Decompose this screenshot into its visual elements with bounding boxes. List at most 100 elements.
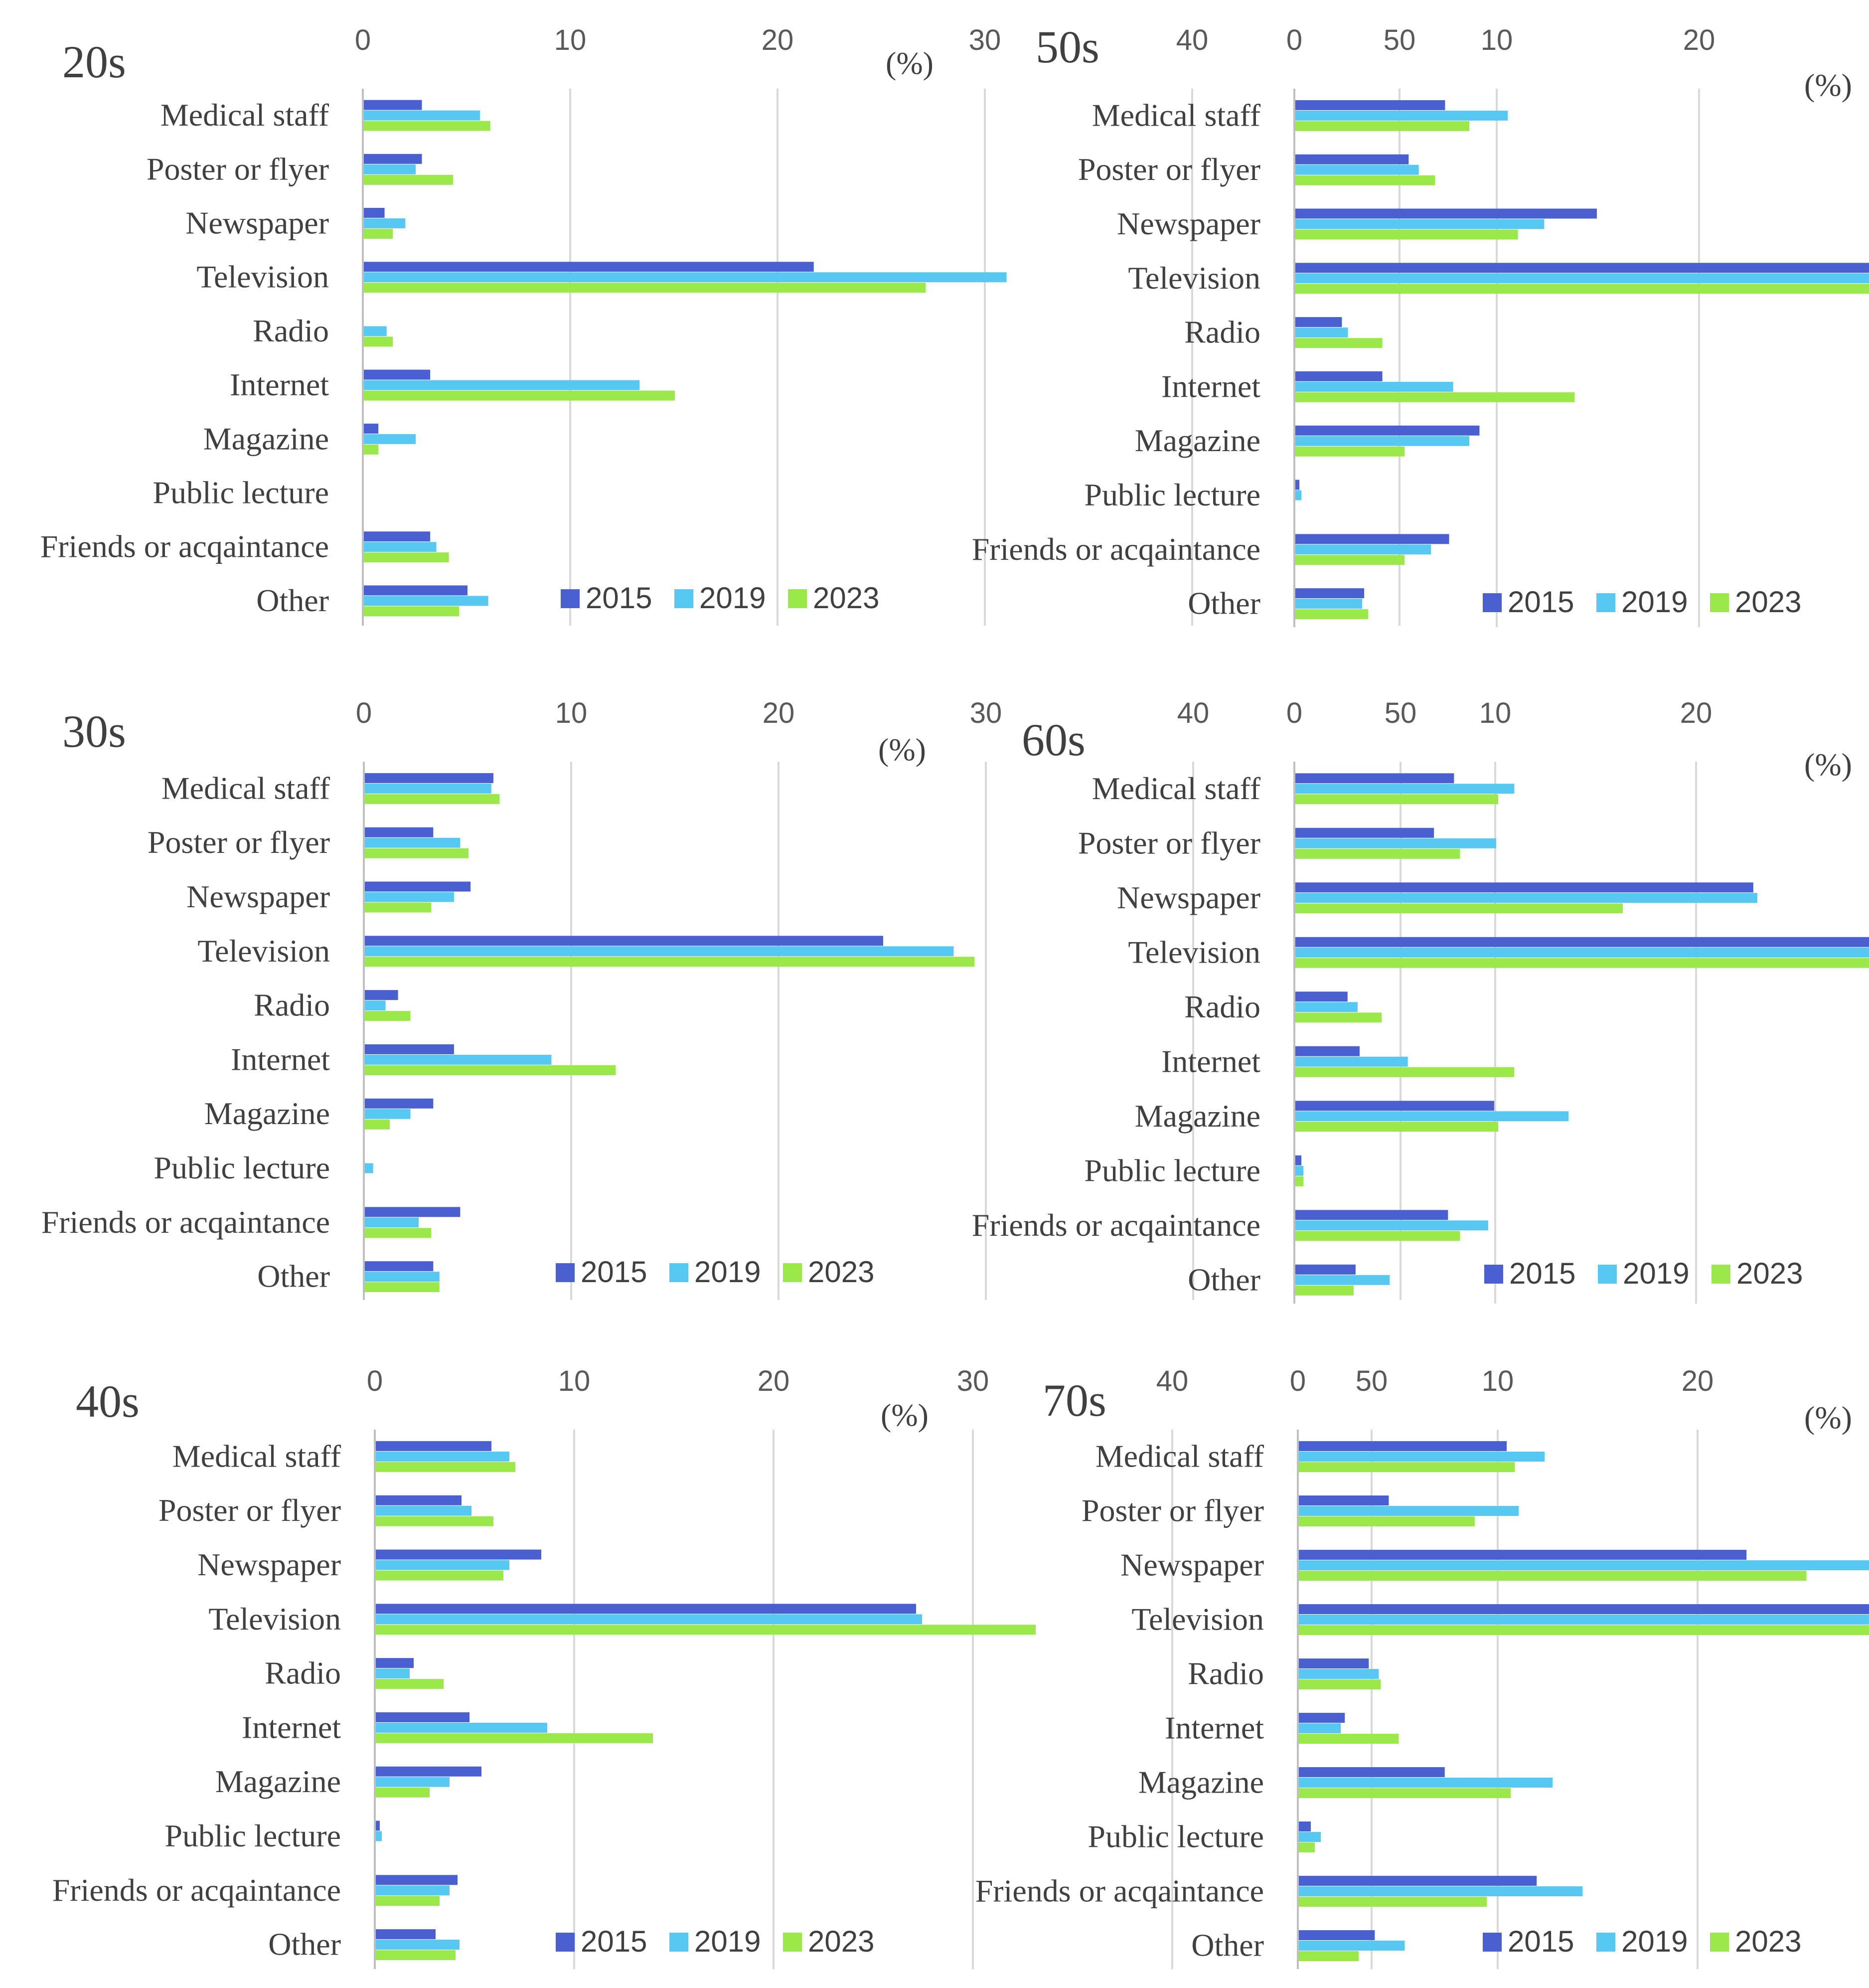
panel-40s-bar-magazine-2015	[376, 1766, 481, 1777]
panel-30s-bar-medical-staff-2019	[365, 783, 491, 794]
panel-30s-legend-swatch-2015	[556, 1263, 575, 1282]
panel-50s-bar-magazine-2019	[1295, 436, 1470, 446]
panel-40s-tick-10: 10	[558, 1365, 591, 1397]
panel-30s-category-medical-staff: Medical staff	[161, 770, 330, 806]
panel-20s-category-friends-or-acqaintance: Friends or acqaintance	[40, 529, 329, 564]
panel-50s-bar-friends-or-acqaintance-2015	[1295, 534, 1449, 544]
panel-40s-bar-newspaper-2015	[376, 1549, 541, 1560]
panel-40s-bar-poster-or-flyer-2023	[376, 1516, 493, 1526]
panel-60s-category-radio: Radio	[1184, 989, 1260, 1024]
panel-20s-bar-newspaper-2015	[364, 208, 385, 218]
panel-50s-legend-label-2023: 2023	[1735, 585, 1801, 619]
panel-30s-tick-20: 20	[763, 697, 795, 729]
panel-70s-bar-friends-or-acqaintance-2019	[1299, 1886, 1583, 1896]
panel-70s-bar-magazine-2015	[1299, 1767, 1445, 1777]
panel-30s-category-internet: Internet	[231, 1041, 330, 1077]
panel-40s-category-friends-or-acqaintance: Friends or acqaintance	[52, 1872, 341, 1908]
panel-30s-bar-television-2019	[365, 946, 954, 957]
panel-60s-bar-friends-or-acqaintance-2019	[1295, 1220, 1488, 1231]
panel-20s-bar-friends-or-acqaintance-2023	[364, 552, 449, 563]
panel-60s-legend-swatch-2023	[1712, 1265, 1730, 1284]
panel-50s-tick-10: 10	[1481, 24, 1513, 56]
panel-40s-legend-swatch-2015	[556, 1933, 575, 1952]
panel-50s-tick-0: 0	[1286, 24, 1302, 56]
panel-70s-legend-label-2023: 2023	[1735, 1925, 1801, 1958]
panel-70s-category-public-lecture: Public lecture	[1088, 1819, 1264, 1854]
panel-20s-bar-poster-or-flyer-2015	[364, 154, 422, 164]
panel-60s-bar-friends-or-acqaintance-2015	[1295, 1210, 1448, 1220]
panel-30s-legend-label-2015: 2015	[581, 1255, 647, 1289]
panel-30s-bar-radio-2019	[365, 1000, 386, 1011]
panel-70s-category-medical-staff: Medical staff	[1095, 1439, 1264, 1474]
panel-70s-bar-television-2023	[1299, 1625, 1869, 1635]
panel-20s-bar-newspaper-2023	[364, 229, 393, 239]
panel-50s-bar-magazine-2023	[1295, 446, 1405, 457]
panel-60s-bar-internet-2019	[1295, 1056, 1408, 1067]
panel-20s-bar-friends-or-acqaintance-2019	[364, 542, 437, 552]
panel-30s-bar-medical-staff-2015	[365, 773, 493, 783]
panel-70s-bar-radio-2015	[1299, 1658, 1369, 1668]
panel-50s-category-radio: Radio	[1184, 315, 1260, 350]
panel-30s-legend-swatch-2019	[669, 1263, 688, 1282]
panel-20s-tick-20: 20	[762, 24, 794, 56]
panel-30s-category-other: Other	[257, 1259, 330, 1294]
panel-70s-tick-0: 0	[1290, 1365, 1306, 1397]
panel-70s-bar-medical-staff-2023	[1299, 1462, 1515, 1472]
panel-30s-category-poster-or-flyer: Poster or flyer	[148, 825, 330, 860]
panel-20s-bar-magazine-2023	[364, 444, 379, 455]
panel-30s: 30s 0 10 20 30 40 50 (%) Medical staff Poster or …	[41, 697, 1416, 1300]
panel-60s-bar-public-lecture-2019	[1295, 1165, 1304, 1176]
panel-20s-category-internet: Internet	[230, 367, 329, 402]
panel-30s-bar-other-2023	[365, 1282, 440, 1293]
panel-60s-category-public-lecture: Public lecture	[1084, 1153, 1260, 1188]
panel-60s-bar-magazine-2023	[1295, 1122, 1499, 1132]
panel-50s-bar-friends-or-acqaintance-2019	[1295, 544, 1431, 555]
panel-60s-bar-public-lecture-2023	[1295, 1176, 1304, 1186]
panel-40s-bar-radio-2019	[376, 1668, 410, 1679]
panel-50s-legend-label-2019: 2019	[1621, 585, 1688, 619]
panel-30s-category-radio: Radio	[254, 988, 330, 1023]
panel-40s-bar-other-2019	[376, 1940, 460, 1950]
panel-60s-category-other: Other	[1188, 1262, 1260, 1297]
panel-20s-bar-internet-2015	[364, 369, 431, 380]
panel-20s-category-newspaper: Newspaper	[185, 205, 329, 241]
panel-50s-bar-newspaper-2023	[1295, 229, 1518, 240]
panel-30s-bar-other-2019	[365, 1272, 440, 1282]
panel-50s-bar-radio-2023	[1295, 338, 1383, 348]
panel-70s-bar-poster-or-flyer-2019	[1299, 1506, 1519, 1516]
panel-30s-bar-magazine-2015	[365, 1098, 434, 1109]
panel-30s-legend-label-2023: 2023	[808, 1255, 874, 1289]
panel-70s-bar-other-2019	[1299, 1941, 1405, 1951]
panel-70s-legend-label-2019: 2019	[1621, 1925, 1688, 1958]
panel-60s-legend-swatch-2015	[1484, 1265, 1503, 1284]
panel-60s-legend-label-2015: 2015	[1509, 1257, 1575, 1290]
panel-40s-category-newspaper: Newspaper	[197, 1547, 341, 1582]
panel-40s-category-medical-staff: Medical staff	[172, 1438, 341, 1474]
panel-30s-tick-40: 40	[1177, 697, 1210, 729]
panel-60s-bar-poster-or-flyer-2015	[1295, 828, 1434, 838]
panel-50s-bar-internet-2019	[1295, 381, 1453, 392]
panel-20s-bar-television-2015	[364, 262, 814, 272]
panel-30s-bar-internet-2023	[365, 1065, 616, 1075]
panel-50s-bar-poster-or-flyer-2015	[1295, 154, 1409, 165]
panel-40s-bar-internet-2023	[376, 1733, 653, 1743]
panel-60s-category-internet: Internet	[1161, 1043, 1260, 1079]
panel-60s-bar-newspaper-2019	[1295, 893, 1757, 903]
panel-70s-bar-public-lecture-2019	[1299, 1832, 1321, 1842]
panel-50s-legend-label-2015: 2015	[1508, 585, 1574, 619]
panel-70s-category-newspaper: Newspaper	[1120, 1547, 1264, 1583]
panel-40s-bar-public-lecture-2019	[376, 1831, 382, 1841]
panel-40s-bar-poster-or-flyer-2019	[376, 1505, 471, 1516]
panel-60s-bar-other-2023	[1295, 1285, 1354, 1296]
panel-50s-bar-medical-staff-2023	[1295, 121, 1470, 131]
panel-50s-bar-newspaper-2015	[1295, 208, 1597, 219]
panel-60s-legend-label-2019: 2019	[1623, 1257, 1689, 1290]
panel-30s-bar-newspaper-2015	[365, 881, 471, 892]
panel-50s-title: 50s	[1036, 21, 1099, 72]
panel-30s-unit: (%)	[878, 732, 926, 767]
panel-40s-bar-medical-staff-2023	[376, 1462, 515, 1472]
panel-40s-legend-label-2023: 2023	[808, 1925, 874, 1958]
panel-60s-bar-medical-staff-2023	[1295, 794, 1499, 805]
